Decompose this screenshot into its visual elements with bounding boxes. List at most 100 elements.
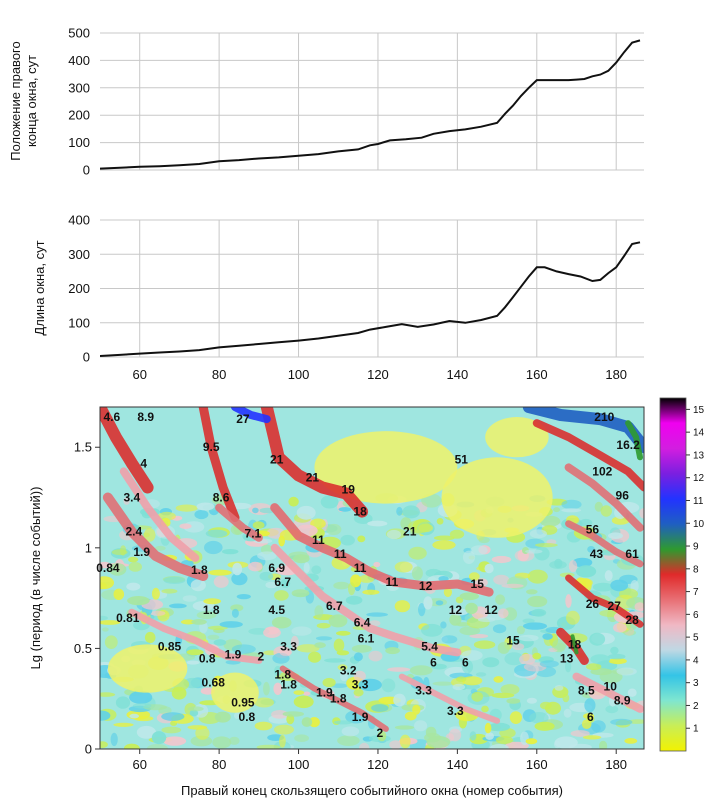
heatmap-annotation: 102 bbox=[592, 464, 612, 478]
colorbar-tick-label: 14 bbox=[693, 428, 705, 439]
heatmap-cell bbox=[336, 650, 350, 656]
heatmap-cell bbox=[154, 545, 166, 551]
heatmap-annotation: 0.8 bbox=[239, 710, 256, 724]
heatmap-cell bbox=[539, 515, 561, 527]
heatmap-ridge bbox=[570, 634, 579, 655]
y-ticks-heatmap: 0 0.5 1 1.5 bbox=[74, 440, 100, 757]
heatmap-cell bbox=[434, 535, 455, 541]
heatmap-annotation: 12 bbox=[484, 603, 498, 617]
heatmap-ridge bbox=[625, 420, 643, 461]
colorbar-tick-label: 2 bbox=[693, 701, 699, 712]
heatmap-yellow-region bbox=[314, 431, 458, 504]
heatmap-cell bbox=[373, 561, 381, 568]
colorbar-gradient bbox=[659, 397, 687, 752]
heatmap-cell bbox=[291, 626, 312, 636]
heatmap-ridge bbox=[532, 419, 644, 492]
heatmap-annotation: 1.8 bbox=[280, 678, 297, 692]
heatmap-cell bbox=[493, 676, 504, 683]
heatmap-cell bbox=[151, 731, 167, 745]
y-tick-label-top: 200 bbox=[68, 108, 90, 123]
heatmap-cell bbox=[477, 617, 496, 623]
heatmap-cell bbox=[449, 613, 462, 626]
heatmap-cell bbox=[213, 575, 229, 588]
heatmap-annotation: 27 bbox=[236, 412, 250, 426]
heatmap-annotation: 61 bbox=[625, 547, 639, 561]
heatmap-cell bbox=[554, 558, 563, 569]
heatmap-ridge bbox=[102, 492, 209, 581]
colorbar-tick-label: 4 bbox=[693, 655, 699, 666]
heatmap-cell bbox=[132, 703, 152, 709]
heatmap-cell bbox=[426, 735, 451, 749]
x-tick-label-mid: 160 bbox=[526, 367, 548, 382]
heatmap-cell bbox=[161, 588, 178, 594]
heatmap-cell bbox=[449, 608, 469, 616]
colorbar-tick-label: 1 bbox=[693, 724, 699, 735]
heatmap-annotation: 56 bbox=[586, 523, 600, 537]
heatmap-annotation: 15 bbox=[506, 633, 520, 647]
heatmap-yellow-region bbox=[441, 457, 553, 538]
series-mid bbox=[100, 241, 641, 357]
heatmap-cell bbox=[303, 691, 311, 696]
heatmap-annotation: 11 bbox=[334, 547, 347, 561]
heatmap-cell bbox=[492, 624, 507, 634]
heatmap-annotation: 3.4 bbox=[123, 491, 140, 505]
y-axis-label-top-line-1: Положение правого bbox=[8, 41, 23, 161]
heatmap-cell bbox=[322, 677, 336, 688]
heatmap-cell bbox=[293, 690, 305, 695]
heatmap-annotation: 19 bbox=[342, 483, 356, 497]
heatmap-annotation: 1.8 bbox=[191, 563, 208, 577]
heatmap-annotation: 1.9 bbox=[225, 647, 242, 661]
heatmap-annotation: 3.3 bbox=[447, 704, 464, 718]
heatmap-cell bbox=[337, 664, 348, 671]
heatmap-annotation: 4 bbox=[140, 456, 147, 470]
heatmap-cell bbox=[203, 598, 222, 605]
heatmap-cell bbox=[315, 636, 333, 641]
heatmap-yellow-region bbox=[211, 672, 259, 713]
heatmap-yellow-region bbox=[485, 417, 549, 458]
heatmap-cell bbox=[552, 639, 567, 651]
heatmap-cell bbox=[565, 660, 572, 673]
heatmap-yellow-region bbox=[107, 644, 188, 693]
heatmap-annotation: 3.3 bbox=[280, 639, 297, 653]
heatmap-cell bbox=[271, 616, 292, 629]
heatmap-cell bbox=[265, 581, 278, 589]
heatmap-cell bbox=[485, 732, 494, 740]
heatmap-cell bbox=[423, 596, 433, 610]
heatmap-cell bbox=[459, 592, 479, 601]
heatmap-cell bbox=[418, 603, 426, 617]
heatmap-cell bbox=[608, 532, 623, 539]
heatmap-annotation: 28 bbox=[625, 613, 639, 627]
heatmap-annotation: 21 bbox=[403, 525, 417, 539]
heatmap-cell bbox=[475, 672, 487, 677]
heatmap-ridge bbox=[565, 520, 644, 568]
heatmap-cell bbox=[568, 560, 578, 573]
heatmap-cell bbox=[194, 509, 209, 520]
heatmap-cell bbox=[495, 736, 513, 744]
heatmap-cell bbox=[207, 625, 228, 631]
heatmap-annotation: 11 bbox=[354, 561, 367, 575]
heatmap-cell bbox=[186, 649, 204, 656]
series-line-mid bbox=[100, 241, 641, 357]
heatmap-annotation: 8.6 bbox=[213, 491, 230, 505]
heatmap-cell bbox=[150, 610, 166, 616]
heatmap-cell bbox=[191, 619, 207, 625]
heatmap-cell bbox=[527, 569, 548, 584]
heatmap-cell bbox=[412, 704, 421, 715]
heatmap-cell bbox=[441, 635, 458, 644]
heatmap-cell bbox=[583, 713, 595, 720]
heatmap-ridge bbox=[215, 503, 263, 542]
heatmap-cell bbox=[169, 603, 187, 609]
heatmap-cell bbox=[493, 574, 510, 585]
heatmap-cell bbox=[465, 602, 478, 615]
heatmap-cell bbox=[252, 521, 265, 529]
panel-window-length: 0 100 200 300 400 60 80 100 120 140 160 180 Длина … bbox=[32, 213, 644, 382]
heatmap-cell bbox=[385, 647, 400, 655]
x-tick-label-mid: 140 bbox=[447, 367, 469, 382]
heatmap-cell bbox=[411, 566, 423, 581]
heatmap-cell bbox=[248, 561, 263, 572]
heatmap-annotation: 2.4 bbox=[125, 525, 142, 539]
heatmap-cell bbox=[128, 556, 139, 563]
heatmap-cell bbox=[340, 534, 355, 546]
y-tick-label-top: 400 bbox=[68, 53, 90, 68]
